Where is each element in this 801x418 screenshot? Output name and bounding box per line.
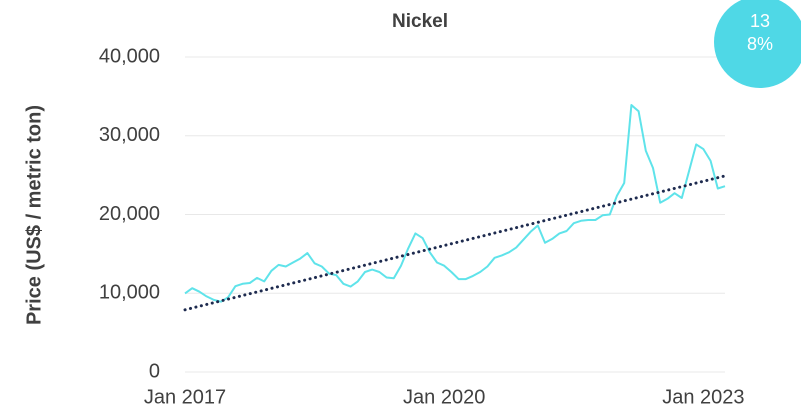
x-tick-label: Jan 2023 (662, 386, 744, 408)
y-tick-label: 30,000 (99, 124, 160, 146)
y-tick-label: 0 (149, 360, 160, 382)
trend-line (183, 174, 727, 312)
line-series (184, 104, 726, 303)
badge-text: 138% (747, 11, 774, 54)
y-tick-label: 20,000 (99, 203, 160, 225)
x-tick-label: Jan 2017 (144, 386, 226, 408)
x-tick-label: Jan 2020 (403, 386, 485, 408)
badge: 138% (714, 0, 801, 88)
y-tick-label: 10,000 (99, 282, 160, 304)
chart-title: Nickel (392, 11, 448, 32)
y-axis-label: Price (US$ / metric ton) (23, 105, 45, 325)
y-tick-label: 40,000 (99, 45, 160, 67)
